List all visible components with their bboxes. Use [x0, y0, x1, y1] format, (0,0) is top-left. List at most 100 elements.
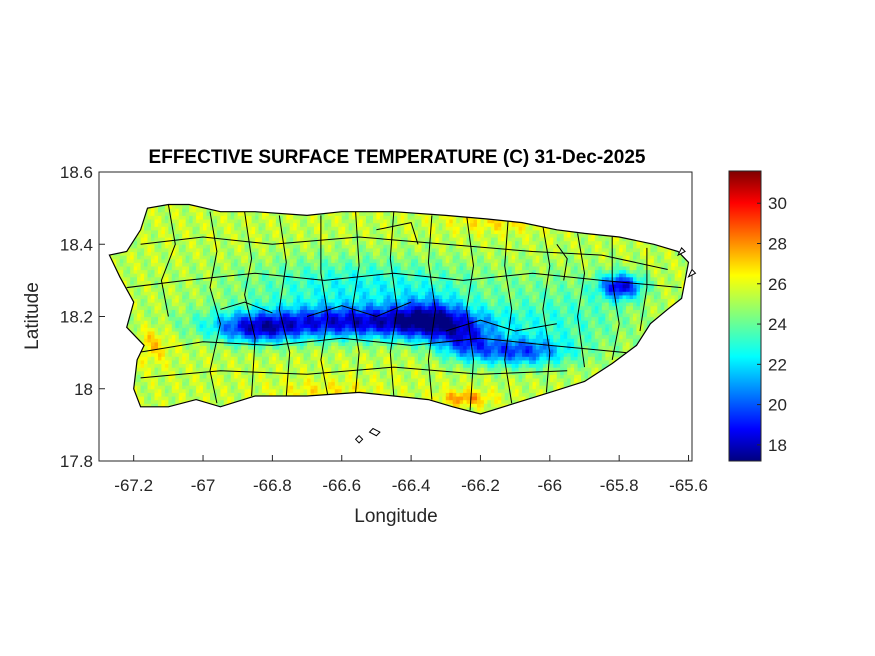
- temperature-cell: [241, 251, 246, 256]
- temperature-cell: [220, 255, 225, 260]
- temperature-cell: [192, 255, 197, 260]
- temperature-cell: [151, 316, 156, 321]
- temperature-cell: [213, 367, 218, 372]
- temperature-cell: [324, 356, 329, 361]
- temperature-cell: [203, 352, 208, 357]
- temperature-cell: [168, 320, 173, 325]
- temperature-cell: [334, 370, 339, 375]
- temperature-cell: [268, 388, 273, 393]
- temperature-cell: [171, 312, 176, 318]
- temperature-cell: [265, 334, 270, 339]
- temperature-cell: [248, 374, 253, 379]
- temperature-cell: [262, 287, 267, 292]
- temperature-cell: [133, 327, 138, 332]
- temperature-cell: [199, 247, 204, 253]
- temperature-cell: [196, 262, 201, 267]
- temperature-cell: [178, 399, 183, 404]
- temperature-cell: [286, 352, 291, 357]
- temperature-cell: [168, 363, 173, 368]
- temperature-cell: [279, 244, 284, 249]
- temperature-cell: [164, 352, 169, 357]
- temperature-cell: [275, 237, 280, 242]
- temperature-cell: [348, 237, 353, 242]
- temperature-cell: [251, 276, 256, 282]
- temperature-cell: [151, 305, 156, 310]
- temperature-cell: [126, 276, 131, 282]
- temperature-cell: [164, 403, 169, 408]
- temperature-cell: [255, 251, 260, 256]
- temperature-cell: [161, 284, 166, 289]
- temperature-cell: [362, 294, 367, 300]
- temperature-cell: [210, 338, 215, 343]
- temperature-cell: [366, 247, 371, 253]
- temperature-cell: [123, 258, 128, 263]
- temperature-cell: [255, 244, 260, 249]
- temperature-cell: [286, 388, 291, 393]
- temperature-cell: [189, 367, 194, 372]
- temperature-cell: [196, 237, 201, 242]
- temperature-cell: [230, 291, 235, 296]
- temperature-cell: [314, 370, 319, 375]
- temperature-cell: [366, 251, 371, 256]
- temperature-cell: [199, 244, 204, 249]
- temperature-cell: [300, 374, 305, 379]
- temperature-cell: [331, 273, 336, 278]
- temperature-cell: [241, 226, 246, 231]
- temperature-cell: [268, 244, 273, 249]
- temperature-cell: [161, 247, 166, 253]
- temperature-cell: [216, 399, 221, 404]
- temperature-cell: [199, 294, 204, 300]
- temperature-cell: [147, 309, 152, 314]
- temperature-cell: [310, 255, 315, 260]
- temperature-cell: [303, 240, 308, 245]
- temperature-cell: [376, 284, 381, 289]
- temperature-cell: [341, 226, 346, 231]
- temperature-cell: [341, 320, 346, 325]
- temperature-cell: [282, 215, 287, 220]
- temperature-cell: [241, 320, 246, 325]
- temperature-cell: [199, 367, 204, 372]
- temperature-cell: [203, 247, 208, 253]
- temperature-cell: [296, 240, 301, 245]
- temperature-cell: [338, 291, 343, 296]
- temperature-cell: [161, 229, 166, 235]
- temperature-cell: [279, 302, 284, 307]
- temperature-cell: [133, 330, 138, 336]
- temperature-cell: [293, 341, 298, 347]
- temperature-cell: [168, 377, 173, 383]
- temperature-cell: [227, 399, 232, 404]
- temperature-cell: [178, 244, 183, 249]
- temperature-cell: [213, 302, 218, 307]
- temperature-cell: [178, 276, 183, 282]
- temperature-cell: [251, 320, 256, 325]
- temperature-cell: [164, 226, 169, 231]
- temperature-cell: [220, 226, 225, 231]
- temperature-cell: [289, 302, 294, 307]
- temperature-cell: [140, 258, 145, 263]
- temperature-cell: [314, 341, 319, 347]
- temperature-cell: [359, 222, 364, 227]
- temperature-cell: [196, 338, 201, 343]
- temperature-cell: [223, 312, 228, 318]
- temperature-cell: [272, 280, 277, 285]
- temperature-cell: [345, 244, 350, 249]
- temperature-cell: [296, 385, 301, 390]
- temperature-cell: [171, 345, 176, 350]
- temperature-cell: [282, 367, 287, 372]
- temperature-cell: [206, 377, 211, 383]
- temperature-cell: [348, 291, 353, 296]
- temperature-cell: [161, 381, 166, 386]
- temperature-cell: [185, 247, 190, 253]
- temperature-cell: [314, 374, 319, 379]
- temperature-cell: [379, 374, 384, 379]
- temperature-cell: [189, 211, 194, 216]
- temperature-cell: [216, 219, 221, 224]
- temperature-cell: [376, 276, 381, 282]
- temperature-cell: [234, 276, 239, 282]
- temperature-cell: [352, 312, 357, 318]
- temperature-cell: [140, 399, 145, 404]
- temperature-cell: [258, 374, 263, 379]
- temperature-cell: [171, 385, 176, 390]
- temperature-cell: [182, 330, 187, 336]
- temperature-cell: [272, 323, 277, 328]
